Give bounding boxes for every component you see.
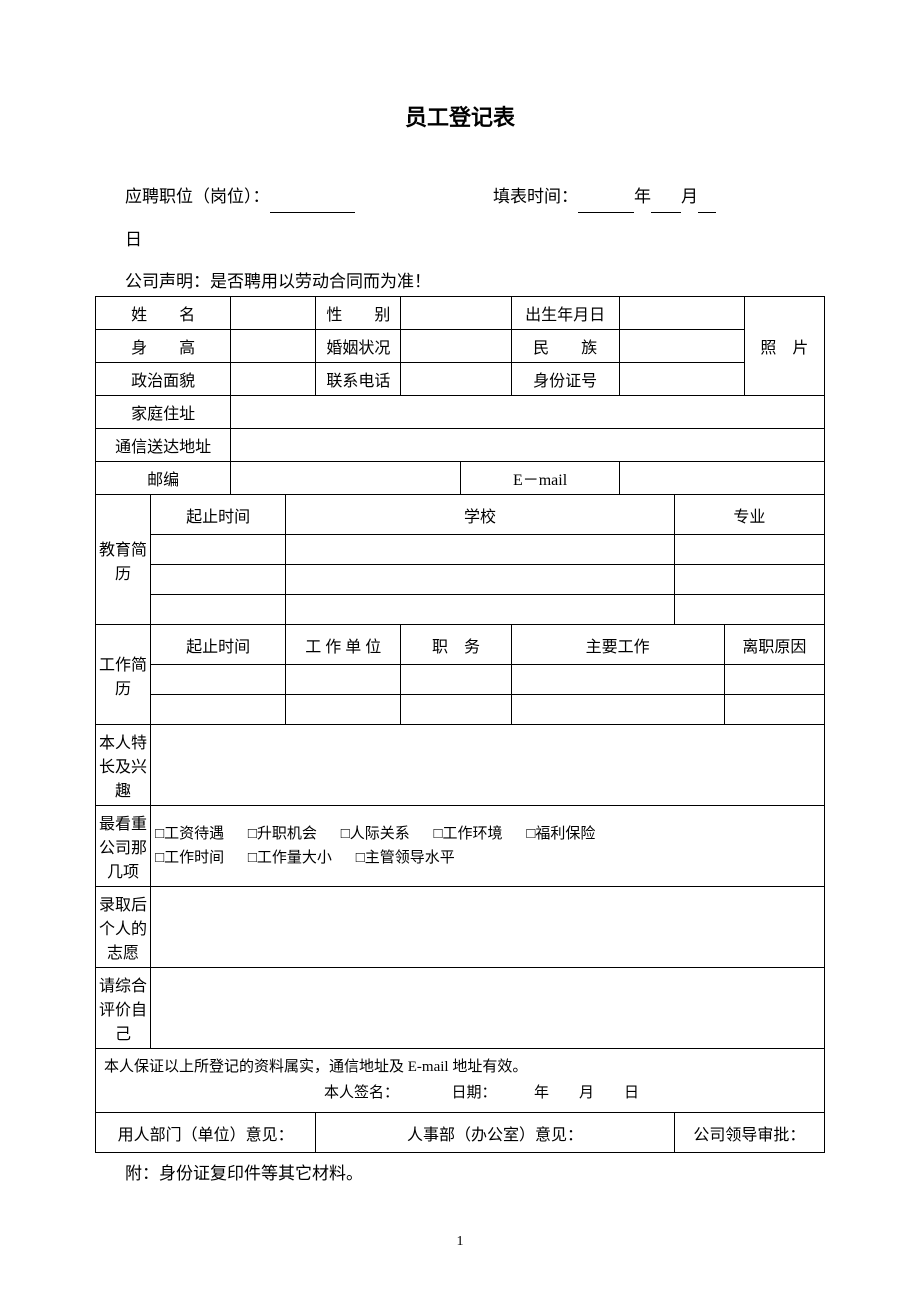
- edu-row-1-period[interactable]: [151, 535, 286, 565]
- checkbox-promotion[interactable]: □升职机会: [248, 822, 317, 846]
- edu-row-2-period[interactable]: [151, 565, 286, 595]
- footer-note: 附：身份证复印件等其它材料。: [125, 1159, 825, 1184]
- field-mail-addr[interactable]: [231, 429, 825, 462]
- label-idnum: 身份证号: [511, 363, 619, 396]
- edu-row-3-school[interactable]: [286, 595, 674, 625]
- label-school: 学校: [286, 495, 674, 535]
- position-label: 应聘职位（岗位）：: [125, 187, 270, 206]
- field-name[interactable]: [231, 297, 316, 330]
- header-line-1: 应聘职位（岗位）： 填表时间：年月: [125, 182, 825, 213]
- label-zip: 邮编: [96, 462, 231, 495]
- field-aspiration[interactable]: [151, 887, 825, 968]
- filltime-label: 填表时间：: [493, 187, 578, 206]
- checkbox-environment[interactable]: □工作环境: [434, 822, 503, 846]
- registration-table: 姓 名 性 别 出生年月日 照 片 身 高 婚姻状况 民 族 政治面貌 联系电话…: [95, 296, 825, 1153]
- label-ethnic: 民 族: [511, 330, 619, 363]
- label-work-period: 起止时间: [151, 625, 286, 665]
- work-row-2-duty[interactable]: [401, 695, 511, 725]
- field-preference[interactable]: □工资待遇 □升职机会 □人际关系 □工作环境 □福利保险 □工作时间 □工作量…: [151, 806, 825, 887]
- field-political[interactable]: [231, 363, 316, 396]
- field-marital[interactable]: [401, 330, 511, 363]
- field-ethnic[interactable]: [619, 330, 744, 363]
- checkbox-worktime[interactable]: □工作时间: [155, 846, 224, 870]
- work-row-2-unit[interactable]: [286, 695, 401, 725]
- declaration-cell: 本人保证以上所登记的资料属实，通信地址及 E-mail 地址有效。 本人签名： …: [96, 1049, 825, 1113]
- label-major: 专业: [674, 495, 824, 535]
- field-self-eval[interactable]: [151, 968, 825, 1049]
- year-blank[interactable]: [578, 212, 634, 213]
- month-blank[interactable]: [651, 212, 681, 213]
- field-height[interactable]: [231, 330, 316, 363]
- label-birth: 出生年月日: [511, 297, 619, 330]
- label-specialty: 本人特长及兴趣: [96, 725, 151, 806]
- page-number: 1: [95, 1234, 825, 1250]
- company-statement: 公司声明：是否聘用以劳动合同而为准！: [125, 267, 825, 292]
- hr-opinion[interactable]: 人事部（办公室）意见：: [316, 1113, 674, 1153]
- day-blank[interactable]: [698, 212, 716, 213]
- work-row-1-period[interactable]: [151, 665, 286, 695]
- field-zip[interactable]: [231, 462, 461, 495]
- checkbox-welfare[interactable]: □福利保险: [526, 822, 595, 846]
- label-preference: 最看重公司那几项: [96, 806, 151, 887]
- label-email: E－mail: [461, 462, 619, 495]
- label-edu-section: 教育简历: [96, 495, 151, 625]
- signature-line[interactable]: 本人签名： 日期： 年 月 日: [104, 1081, 816, 1107]
- label-self-eval: 请综合评价自己: [96, 968, 151, 1049]
- edu-row-1-major[interactable]: [674, 535, 824, 565]
- field-specialty[interactable]: [151, 725, 825, 806]
- field-home-addr[interactable]: [231, 396, 825, 429]
- field-email[interactable]: [619, 462, 824, 495]
- field-idnum[interactable]: [619, 363, 744, 396]
- work-row-2-main[interactable]: [511, 695, 724, 725]
- label-work-section: 工作简历: [96, 625, 151, 725]
- checkbox-line-1: □工资待遇 □升职机会 □人际关系 □工作环境 □福利保险: [155, 822, 820, 846]
- checkbox-relation[interactable]: □人际关系: [341, 822, 410, 846]
- edu-row-3-period[interactable]: [151, 595, 286, 625]
- edu-row-1-school[interactable]: [286, 535, 674, 565]
- label-duty: 职 务: [401, 625, 511, 665]
- work-row-2-leave[interactable]: [724, 695, 824, 725]
- label-aspiration: 录取后个人的志愿: [96, 887, 151, 968]
- header-line-2: 日: [125, 225, 825, 256]
- checkbox-salary[interactable]: □工资待遇: [155, 822, 224, 846]
- checkbox-workload[interactable]: □工作量大小: [248, 846, 332, 870]
- work-row-1-unit[interactable]: [286, 665, 401, 695]
- work-row-1-duty[interactable]: [401, 665, 511, 695]
- label-home-addr: 家庭住址: [96, 396, 231, 429]
- label-edu-period: 起止时间: [151, 495, 286, 535]
- label-main-work: 主要工作: [511, 625, 724, 665]
- edu-row-3-major[interactable]: [674, 595, 824, 625]
- label-work-unit: 工 作 单 位: [286, 625, 401, 665]
- field-birth[interactable]: [619, 297, 744, 330]
- label-mail-addr: 通信送达地址: [96, 429, 231, 462]
- label-political: 政治面貌: [96, 363, 231, 396]
- field-gender[interactable]: [401, 297, 511, 330]
- label-name: 姓 名: [96, 297, 231, 330]
- label-phone: 联系电话: [316, 363, 401, 396]
- edu-row-2-school[interactable]: [286, 565, 674, 595]
- edu-row-2-major[interactable]: [674, 565, 824, 595]
- work-row-1-leave[interactable]: [724, 665, 824, 695]
- work-row-2-period[interactable]: [151, 695, 286, 725]
- leader-approve[interactable]: 公司领导审批：: [674, 1113, 824, 1153]
- dept-opinion[interactable]: 用人部门（单位）意见：: [96, 1113, 316, 1153]
- checkbox-line-2: □工作时间 □工作量大小 □主管领导水平: [155, 846, 820, 870]
- field-phone[interactable]: [401, 363, 511, 396]
- checkbox-leadership[interactable]: □主管领导水平: [356, 846, 455, 870]
- label-gender: 性 别: [316, 297, 401, 330]
- work-row-1-main[interactable]: [511, 665, 724, 695]
- label-height: 身 高: [96, 330, 231, 363]
- declaration-text: 本人保证以上所登记的资料属实，通信地址及 E-mail 地址有效。: [104, 1055, 816, 1081]
- form-title: 员工登记表: [95, 100, 825, 132]
- position-blank[interactable]: [270, 212, 355, 213]
- label-marital: 婚姻状况: [316, 330, 401, 363]
- label-leave-reason: 离职原因: [724, 625, 824, 665]
- photo-cell[interactable]: 照 片: [744, 297, 824, 396]
